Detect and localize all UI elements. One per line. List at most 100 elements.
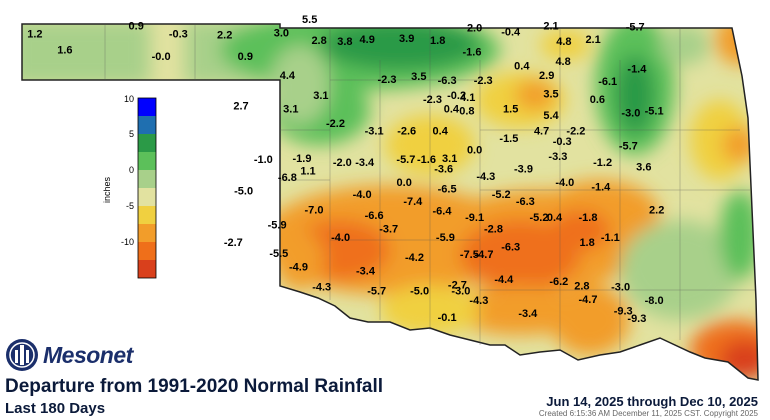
station-value-label: 1.5	[503, 104, 518, 116]
legend-border	[137, 97, 157, 279]
station-value-label: -2.7	[448, 279, 467, 291]
legend-band	[138, 116, 156, 134]
station-value-label: 0.0	[397, 177, 412, 189]
station-value-label: -4.3	[476, 171, 495, 183]
legend-colorbar: 10 5 0 -5 -10	[121, 94, 157, 279]
station-value-label: 2.1	[585, 34, 600, 46]
station-value-label: -2.6	[397, 126, 416, 138]
station-value-label: -0.3	[553, 136, 572, 148]
legend-tick-label: -10	[121, 237, 134, 247]
station-value-label: -2.2	[566, 126, 585, 138]
legend-band	[138, 134, 156, 152]
legend-band	[138, 98, 156, 116]
station-value-label: -5.9	[268, 219, 287, 231]
station-value-label: 3.9	[399, 33, 414, 45]
station-value-label: 3.1	[313, 90, 328, 102]
station-value-label: -2.3	[474, 75, 493, 87]
station-value-label: 1.2	[27, 29, 42, 41]
station-value-label: -4.7	[579, 294, 598, 306]
map-subtitle: Last 180 Days	[5, 400, 106, 417]
station-value-label: -2.0	[333, 157, 352, 169]
station-value-label: -9.3	[614, 306, 633, 318]
legend-band	[138, 224, 156, 242]
station-value-label: 0.6	[590, 94, 605, 106]
station-value-label: -0.1	[438, 312, 457, 324]
mesonet-logo: Mesonet	[5, 338, 133, 372]
station-value-label: 3.5	[543, 89, 558, 101]
station-value-label: 0.4	[514, 60, 530, 72]
station-value-label: -3.6	[434, 164, 453, 176]
county-lines	[104, 24, 755, 350]
station-value-label: -1.5	[499, 133, 518, 145]
station-value-label: -0.2	[447, 90, 466, 102]
station-values: 1.2 1.6 0.9 -0.0 -0.3 2.2 0.9 5.5 3.0 2.8 3.8 4.9 3.…	[27, 14, 664, 325]
station-value-label: -1.1	[601, 232, 620, 244]
station-value-label: -6.2	[549, 276, 568, 288]
station-value-label: -3.4	[355, 157, 375, 169]
station-value-label: -1.8	[579, 212, 598, 224]
station-value-label: -1.6	[417, 154, 436, 166]
map-title: Departure from 1991-2020 Normal Rainfall	[5, 376, 384, 397]
station-value-label: -5.5	[269, 248, 288, 260]
station-value-label: 4.4	[280, 70, 296, 82]
legend-tick-label: 0	[129, 165, 134, 175]
station-value-label: -1.4	[591, 181, 611, 193]
station-value-label: -0.3	[169, 29, 188, 41]
station-value-label: 2.0	[467, 22, 482, 34]
station-value-label: -1.4	[627, 63, 647, 75]
station-value-label: 1.8	[430, 35, 445, 47]
legend-band	[138, 260, 156, 278]
station-value-label: -4.2	[405, 252, 424, 264]
station-value-label: -5.7	[626, 21, 645, 33]
station-value-label: 2.8	[574, 280, 589, 292]
station-value-label: 4.8	[555, 56, 570, 68]
legend-band	[138, 242, 156, 260]
station-value-label: 5.4	[543, 110, 559, 122]
legend-unit-label: inches	[102, 176, 112, 203]
station-value-label: -1.6	[463, 47, 482, 59]
station-value-label: 4.8	[556, 36, 571, 48]
station-value-label: 4.7	[534, 126, 549, 138]
station-value-label: -7.5	[460, 249, 479, 261]
station-value-label: -1.2	[593, 157, 612, 169]
legend-tick-label: 5	[129, 129, 134, 139]
station-value-label: 1.6	[57, 45, 72, 57]
station-value-label: -9.1	[465, 212, 484, 224]
station-value-label: 4.1	[460, 92, 475, 104]
station-value-label: -4.3	[312, 282, 331, 294]
station-value-label: -5.2	[492, 189, 511, 201]
station-value-label: -3.7	[379, 224, 398, 236]
station-value-label: 3.8	[337, 36, 352, 48]
station-value-label: 3.1	[442, 153, 457, 165]
station-value-label: 1.1	[300, 166, 315, 178]
station-value-label: 2.8	[311, 35, 326, 47]
station-value-label: -5.9	[436, 232, 455, 244]
legend-band	[138, 152, 156, 170]
station-value-label: -2.3	[423, 94, 442, 106]
station-value-label: -6.3	[438, 75, 457, 87]
station-value-label: -6.3	[501, 241, 520, 253]
station-value-label: -6.1	[598, 76, 617, 88]
station-value-label: -0.0	[152, 51, 171, 63]
station-value-label: -3.1	[365, 126, 384, 138]
created-notice: Created 6:15:36 AM December 11, 2025 CST…	[538, 409, 758, 418]
station-value-label: -5.7	[367, 286, 386, 298]
station-value-label: 2.1	[543, 20, 558, 32]
station-value-label: 0.0	[467, 145, 482, 157]
station-value-label: 2.9	[539, 70, 554, 82]
station-value-label: -3.0	[451, 286, 470, 298]
station-value-label: -6.6	[365, 210, 384, 222]
station-value-label: -7.0	[305, 205, 324, 217]
station-value-label: -5.7	[619, 140, 638, 152]
station-value-label: -4.0	[555, 177, 574, 189]
station-value-label: -3.4	[356, 266, 376, 278]
station-value-label: -4.7	[475, 249, 494, 261]
station-value-label: 3.0	[274, 28, 289, 40]
station-value-label: 0.4	[547, 212, 563, 224]
station-value-label: -5.0	[410, 286, 429, 298]
station-value-label: -2.3	[378, 74, 397, 86]
station-value-label: -3.0	[611, 282, 630, 294]
station-value-label: -7.4	[403, 196, 423, 208]
